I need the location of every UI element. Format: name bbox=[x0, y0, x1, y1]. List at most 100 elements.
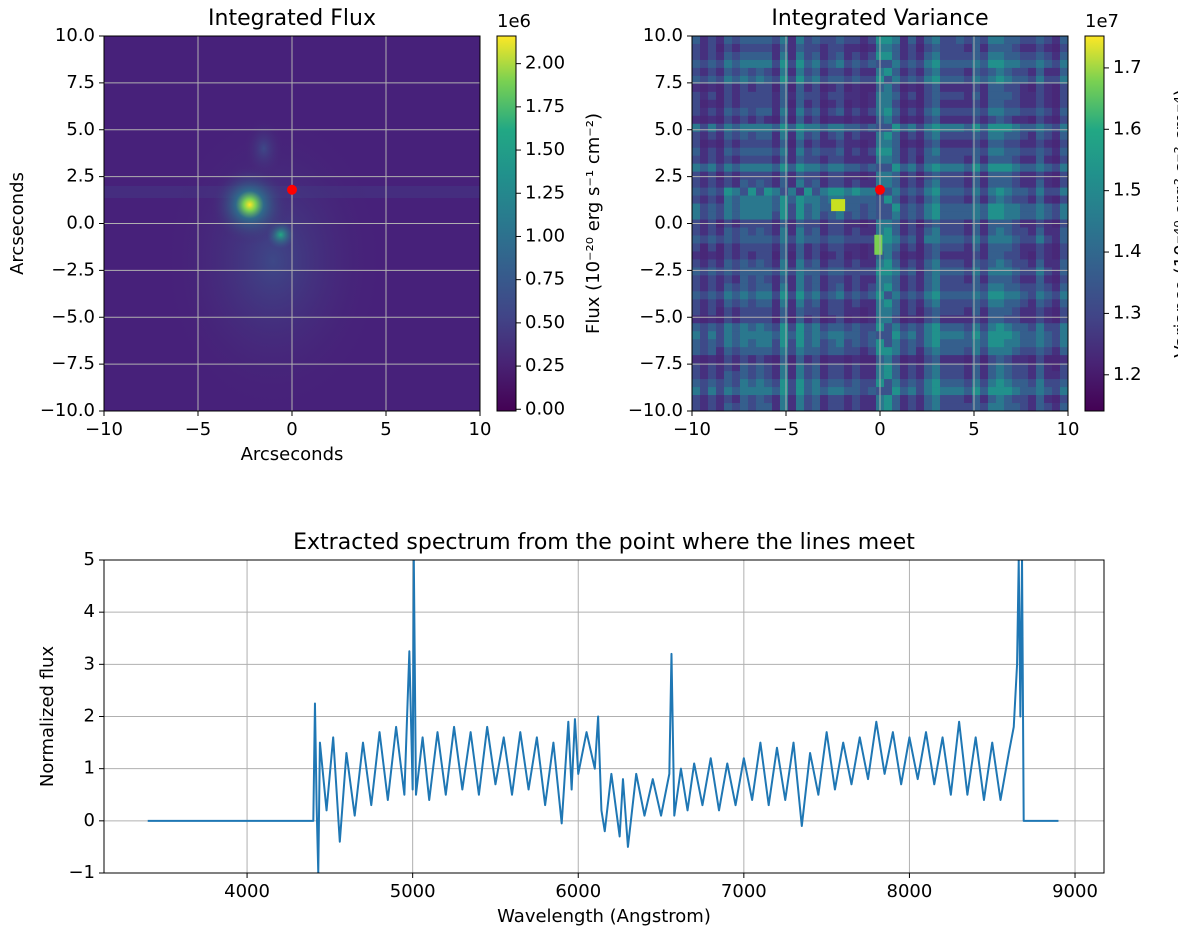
image-cell bbox=[820, 371, 829, 380]
image-cell bbox=[692, 379, 701, 388]
image-cell bbox=[988, 299, 997, 308]
image-cell bbox=[980, 315, 989, 324]
image-cell bbox=[1004, 123, 1013, 133]
image-cell bbox=[740, 139, 749, 149]
image-cell bbox=[1036, 403, 1045, 411]
image-cell bbox=[860, 371, 869, 380]
image-cell bbox=[996, 323, 1005, 332]
image-cell bbox=[812, 155, 821, 165]
image-cell bbox=[900, 243, 909, 253]
image-cell bbox=[980, 195, 989, 205]
image-cell bbox=[916, 363, 925, 372]
image-cell bbox=[740, 187, 749, 197]
image-cell bbox=[804, 67, 813, 77]
image-cell bbox=[708, 323, 717, 332]
image-cell bbox=[796, 59, 805, 69]
image-cell bbox=[828, 243, 837, 253]
image-cell bbox=[756, 243, 765, 253]
image-cell bbox=[812, 179, 821, 189]
image-cell bbox=[900, 67, 909, 77]
image-cell bbox=[780, 91, 789, 101]
image-cell bbox=[1036, 251, 1045, 261]
image-cell bbox=[836, 139, 845, 149]
image-cell bbox=[972, 163, 981, 173]
image-cell bbox=[820, 51, 829, 61]
image-cell bbox=[764, 123, 773, 133]
image-cell bbox=[940, 331, 949, 340]
image-cell bbox=[996, 91, 1005, 101]
image-cell bbox=[804, 259, 813, 268]
image-cell bbox=[940, 339, 949, 348]
image-cell bbox=[1020, 36, 1029, 45]
x-tick-label: 0 bbox=[874, 419, 885, 440]
image-cell bbox=[932, 203, 941, 213]
image-cell bbox=[756, 155, 765, 165]
image-cell bbox=[1004, 339, 1013, 348]
image-cell bbox=[700, 75, 709, 85]
image-cell bbox=[1060, 147, 1068, 157]
image-cell bbox=[772, 115, 781, 125]
image-cell bbox=[756, 75, 765, 85]
image-cell bbox=[1060, 307, 1068, 316]
image-cell bbox=[1020, 99, 1029, 109]
image-cell bbox=[788, 51, 797, 61]
image-cell bbox=[892, 155, 901, 165]
colorbar-tick-label: 1.4 bbox=[1113, 241, 1142, 262]
image-cell bbox=[732, 171, 741, 181]
image-cell bbox=[836, 347, 845, 356]
image-cell bbox=[836, 371, 845, 380]
image-cell bbox=[732, 307, 741, 316]
image-cell bbox=[828, 371, 837, 380]
image-cell bbox=[900, 299, 909, 308]
image-cell bbox=[740, 59, 749, 69]
image-cell bbox=[916, 139, 925, 149]
image-cell bbox=[700, 395, 709, 404]
image-cell bbox=[1036, 235, 1045, 245]
image-cell bbox=[764, 323, 773, 332]
image-cell bbox=[788, 307, 797, 316]
image-cell bbox=[924, 123, 933, 133]
image-cell bbox=[836, 171, 845, 181]
image-cell bbox=[924, 67, 933, 77]
image-cell bbox=[1060, 139, 1068, 149]
y-tick-label: 2.5 bbox=[654, 166, 683, 187]
image-cell bbox=[900, 331, 909, 340]
image-cell bbox=[1036, 155, 1045, 165]
image-cell bbox=[844, 387, 853, 396]
image-cell bbox=[836, 315, 845, 324]
image-cell bbox=[716, 139, 725, 149]
image-cell bbox=[804, 339, 813, 348]
image-cell bbox=[860, 115, 869, 125]
image-cell bbox=[708, 163, 717, 173]
image-cell bbox=[1044, 387, 1053, 396]
image-cell bbox=[892, 163, 901, 173]
image-cell bbox=[932, 275, 941, 284]
image-cell bbox=[820, 243, 829, 253]
image-cell bbox=[868, 355, 877, 364]
image-cell bbox=[820, 347, 829, 356]
image-cell bbox=[1052, 83, 1061, 93]
image-cell bbox=[820, 155, 829, 165]
image-cell bbox=[828, 275, 837, 284]
image-cell bbox=[1012, 67, 1021, 77]
image-cell bbox=[892, 403, 901, 411]
image-cell bbox=[988, 123, 997, 133]
colorbar-tick-label: 0.75 bbox=[525, 269, 565, 290]
image-cell bbox=[732, 179, 741, 189]
image-cell bbox=[884, 147, 893, 157]
image-cell bbox=[836, 67, 845, 77]
image-cell bbox=[860, 227, 869, 237]
image-cell bbox=[708, 211, 717, 221]
image-cell bbox=[852, 195, 861, 205]
image-cell bbox=[908, 171, 917, 181]
image-cell bbox=[772, 179, 781, 189]
image-cell bbox=[980, 299, 989, 308]
image-cell bbox=[964, 323, 973, 332]
image-cell bbox=[748, 115, 757, 125]
image-cell bbox=[836, 123, 845, 133]
image-cell bbox=[756, 59, 765, 69]
image-cell bbox=[764, 75, 773, 85]
image-cell bbox=[980, 163, 989, 173]
image-cell bbox=[1012, 339, 1021, 348]
image-cell bbox=[1044, 291, 1053, 300]
